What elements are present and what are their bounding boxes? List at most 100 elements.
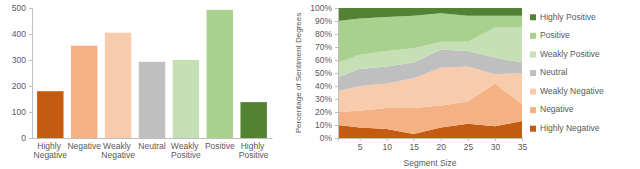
x-axis-tick-label: 30 (491, 142, 501, 152)
x-axis-tick-mark (441, 138, 442, 141)
x-axis-tick-label: 10 (382, 142, 392, 152)
x-axis-tick-mark (360, 138, 361, 141)
y-axis-tick-mark (335, 47, 338, 48)
x-axis-tick: Weakly Positive (171, 138, 201, 160)
area (338, 8, 522, 21)
y-axis-tick-label: 500 (12, 3, 26, 13)
x-axis-tick-mark (387, 138, 388, 141)
legend-swatch (530, 89, 536, 95)
y-axis-tick-mark (335, 86, 338, 87)
y-axis-tick: 0% (320, 133, 338, 143)
y-axis-tick: 100% (310, 3, 338, 13)
x-axis-tick-mark (468, 138, 469, 141)
x-axis-tick-label: 5 (358, 142, 363, 152)
bar (139, 62, 165, 138)
bar-chart: 0100200300400500Highly NegativeNegativeW… (12, 3, 273, 160)
x-axis-line (339, 139, 523, 142)
y-axis-tick-label: 200 (12, 81, 26, 91)
legend-item: Negative (530, 104, 574, 114)
y-axis-tick-mark (335, 8, 338, 9)
y-axis-tick-label: 0% (320, 133, 333, 143)
y-axis-tick-mark (29, 8, 32, 9)
x-axis-tick-label: 20 (437, 142, 447, 152)
legend-swatch (530, 33, 536, 39)
y-axis-tick-label: 0 (21, 133, 26, 143)
legend-item: Highly Negative (530, 123, 600, 133)
bar (71, 46, 97, 138)
legend-item: Highly Positive (530, 12, 596, 22)
x-axis-tick-mark (414, 138, 415, 141)
y-axis-tick: 90% (315, 16, 338, 26)
y-axis-tick-mark (335, 73, 338, 74)
y-axis-tick-label: 100% (310, 3, 332, 13)
bar (37, 91, 63, 138)
x-axis-tick: Neutral (138, 138, 166, 151)
y-axis-tick-mark (335, 112, 338, 113)
y-axis-tick-label: 40% (315, 81, 332, 91)
legend-swatch (530, 14, 536, 20)
bar (173, 60, 199, 138)
y-axis-tick-mark (335, 34, 338, 35)
legend-item: Neutral (530, 67, 568, 77)
y-axis-tick-label: 60% (315, 55, 332, 65)
x-axis-tick: 25 (464, 138, 474, 152)
y-axis: 0%10%20%30%40%50%60%70%80%90%100% (310, 3, 338, 143)
legend-swatch (530, 126, 536, 132)
x-axis-line (33, 138, 273, 139)
area (338, 13, 522, 62)
legend-swatch (530, 107, 536, 113)
x-axis-tick-label: 25 (464, 142, 474, 152)
x-axis-tick: Highly Positive (239, 138, 269, 160)
y-axis-tick-label: 20% (315, 107, 332, 117)
legend-label: Positive (540, 30, 570, 40)
y-axis-tick-label: 400 (12, 29, 26, 39)
bar (240, 102, 266, 138)
y-axis-tick-label: 50% (315, 68, 332, 78)
y-axis-tick: 10% (315, 120, 338, 130)
y-axis-tick: 300 (12, 55, 32, 65)
y-axis-tick: 40% (315, 81, 338, 91)
y-axis-tick: 50% (315, 68, 338, 78)
legend-label: Negative (540, 104, 574, 114)
y-axis-tick-mark (335, 125, 338, 126)
x-axis-tick: 35 (518, 138, 528, 152)
bar (207, 10, 233, 138)
bar (105, 33, 131, 138)
x-axis-tick: 15 (410, 138, 420, 152)
y-axis-tick-mark (335, 138, 338, 139)
x-axis-tick-label: 35 (518, 142, 528, 152)
x-axis-tick: Positive (205, 138, 235, 151)
legend-label: Highly Positive (540, 12, 596, 22)
y-axis-line (29, 9, 33, 139)
x-axis-tick: 30 (491, 138, 501, 152)
x-axis-title: Segment Size (404, 158, 457, 168)
y-axis-tick: 0 (21, 133, 32, 143)
y-axis-tick-label: 90% (315, 16, 332, 26)
y-axis-tick: 70% (315, 42, 338, 52)
y-axis-tick: 60% (315, 55, 338, 65)
y-axis-tick-label: 100 (12, 107, 26, 117)
legend-label: Neutral (540, 67, 568, 77)
legend-item: Positive (530, 30, 570, 40)
plot-area (37, 10, 267, 138)
figure: 0 100 200 300 400 500 Highly Negative Negative W… (0, 0, 640, 169)
x-axis-tick-mark (495, 138, 496, 141)
legend-swatch (530, 51, 536, 57)
y-axis-tick-mark (335, 99, 338, 100)
x-axis-tick-label: Weakly Positive (171, 141, 201, 160)
legend-swatch (530, 70, 536, 76)
x-axis-tick: 20 (437, 138, 447, 152)
y-axis-tick: 20% (315, 107, 338, 117)
legend-item: Weakly Positive (530, 49, 600, 59)
x-axis-tick: 5 (358, 138, 363, 152)
legend: Highly Positive Positive Weakly Positive Ne… (530, 12, 604, 133)
x-axis-tick-label: Highly Positive (239, 141, 269, 160)
legend-label: Highly Negative (540, 123, 600, 133)
y-axis-title: Percentage of Sentiment Degrees (294, 13, 303, 134)
y-axis: 0 100 200 300 400 500 (12, 3, 33, 143)
legend-item: Weakly Negative (530, 86, 604, 96)
y-axis-tick-label: 80% (315, 29, 332, 39)
y-axis-tick: 80% (315, 29, 338, 39)
x-axis-tick-label: Neutral (138, 141, 166, 151)
legend-label: Weakly Positive (540, 49, 600, 59)
